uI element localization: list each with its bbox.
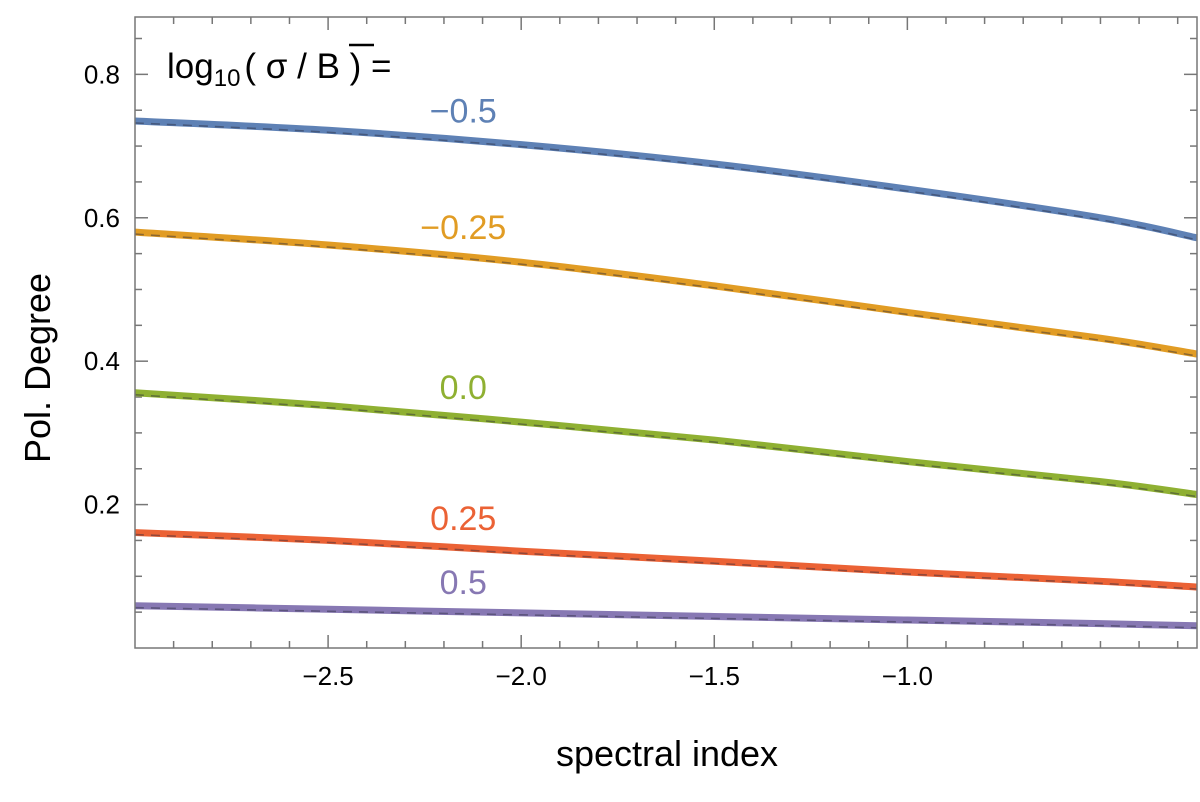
legend-expression: ( σ / B ) = xyxy=(244,47,391,86)
series-line xyxy=(134,529,1198,591)
legend-subscript: 10 xyxy=(214,65,241,92)
ticks xyxy=(135,17,1197,648)
y-tick-label: 0.2 xyxy=(84,490,120,520)
tick-labels: −2.5 −2.0 −1.5 −1.0 0.2 0.4 0.6 0.8 xyxy=(84,59,933,691)
series-label: 0.5 xyxy=(440,564,487,602)
legend-prefix: log xyxy=(167,47,214,86)
series-line xyxy=(134,389,1198,499)
legend-text: log10( σ / B ) = xyxy=(167,47,391,92)
series-line-dashed xyxy=(134,533,1198,590)
series-label: −0.25 xyxy=(420,209,506,247)
series-label: 0.0 xyxy=(440,369,487,407)
series-label: −0.5 xyxy=(430,92,497,130)
series-line-dashed xyxy=(134,606,1198,629)
legend-title: log10( σ / B ) = xyxy=(167,43,391,92)
curve-labels: −0.5 −0.25 0.0 0.25 0.5 xyxy=(420,92,506,601)
series-line-dashed xyxy=(134,122,1198,241)
series-line xyxy=(134,117,1198,242)
x-tick-label: −2.5 xyxy=(302,661,353,691)
x-tick-label: −1.0 xyxy=(882,661,933,691)
plot-frame xyxy=(134,16,1198,649)
y-axis-title: Pol. Degree xyxy=(17,273,58,463)
series-line-dashed xyxy=(134,393,1198,498)
series-line-dashed xyxy=(134,233,1198,357)
x-tick-label: −1.5 xyxy=(689,661,740,691)
curves xyxy=(134,117,1198,630)
series-line xyxy=(134,228,1198,358)
x-tick-label: −2.0 xyxy=(496,661,547,691)
y-tick-label: 0.8 xyxy=(84,59,120,89)
y-tick-label: 0.4 xyxy=(84,346,120,376)
x-axis-title: spectral index xyxy=(556,733,778,774)
series-label: 0.25 xyxy=(430,500,496,538)
y-tick-label: 0.6 xyxy=(84,203,120,233)
series-line xyxy=(134,602,1198,630)
